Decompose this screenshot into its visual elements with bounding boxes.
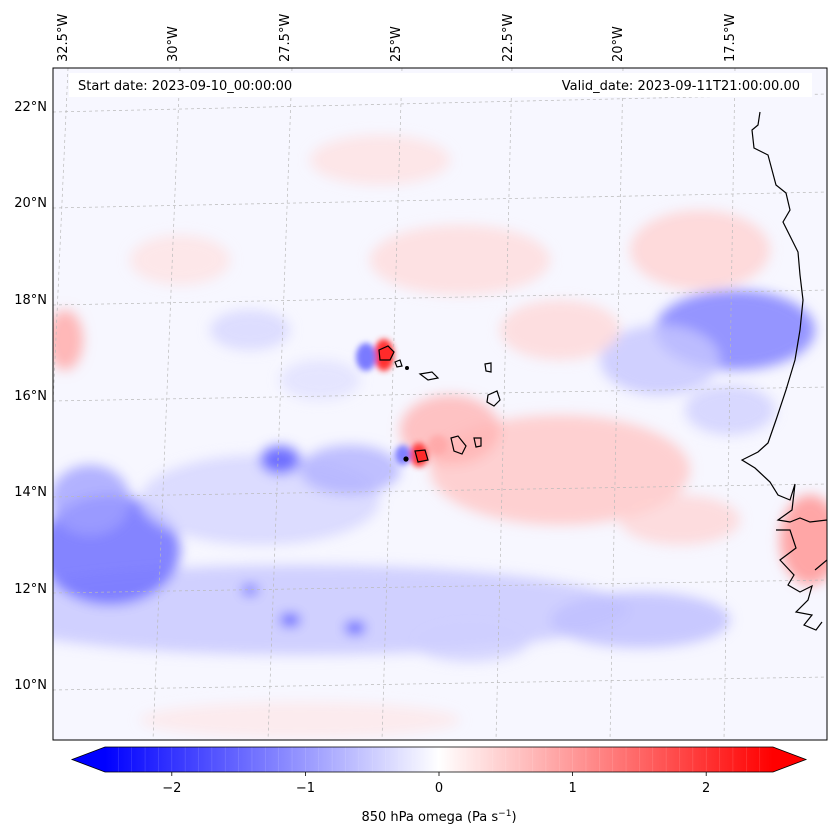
colorbar-ticks: −2 −1 0 1 2	[162, 772, 710, 796]
colorbar-outline	[70, 746, 808, 773]
colorbar-extend-low	[72, 747, 105, 772]
lon-label: 20°W	[611, 26, 626, 62]
lon-label: 27.5°W	[278, 14, 293, 62]
valid-date-label: Valid_date: 2023-09-11T21:00:00.00	[562, 79, 800, 94]
longitude-labels: 32.5°W 30°W 27.5°W 25°W 22.5°W 20°W 17.5…	[56, 14, 738, 62]
lon-label: 25°W	[389, 26, 404, 62]
lon-label: 22.5°W	[501, 14, 516, 62]
colorbar-label: 850 hPa omega (Pa s−1)	[361, 809, 516, 825]
lat-label: 16°N	[14, 389, 47, 404]
colorbar-tick-label: 2	[702, 781, 710, 796]
lat-label: 20°N	[14, 196, 47, 211]
colorbar-bands	[118, 747, 760, 772]
lon-label: 30°W	[166, 26, 181, 62]
colorbar-body	[105, 747, 773, 772]
latitude-labels: 22°N 20°N 18°N 16°N 14°N 12°N 10°N	[14, 100, 47, 693]
lat-label: 22°N	[14, 100, 47, 115]
lat-label: 14°N	[14, 485, 47, 500]
colorbar-tick-label: 0	[435, 781, 443, 796]
coastline	[740, 111, 827, 631]
header-box	[69, 73, 812, 97]
start-date-label: Start date: 2023-09-10_00:00:00	[78, 79, 292, 94]
colorbar-tick-label: −2	[162, 781, 181, 796]
lon-label: 32.5°W	[56, 14, 71, 62]
lat-label: 12°N	[14, 582, 47, 597]
colorbar-tick-label: −1	[296, 781, 315, 796]
gridlines	[53, 68, 827, 740]
lat-label: 18°N	[14, 293, 47, 308]
colorbar-extend-high	[773, 747, 806, 772]
map-area: Start date: 2023-09-10_00:00:00 Valid_da…	[52, 67, 828, 741]
colorbar-tick-label: 1	[568, 781, 576, 796]
lat-label: 10°N	[14, 678, 47, 693]
map-frame	[52, 67, 828, 741]
cape-verde-islands	[378, 345, 501, 463]
omega-field	[53, 68, 827, 740]
lon-label: 17.5°W	[723, 14, 738, 62]
colorbar: −2 −1 0 1 2 850 hPa omega (Pa s−1)	[70, 746, 808, 825]
